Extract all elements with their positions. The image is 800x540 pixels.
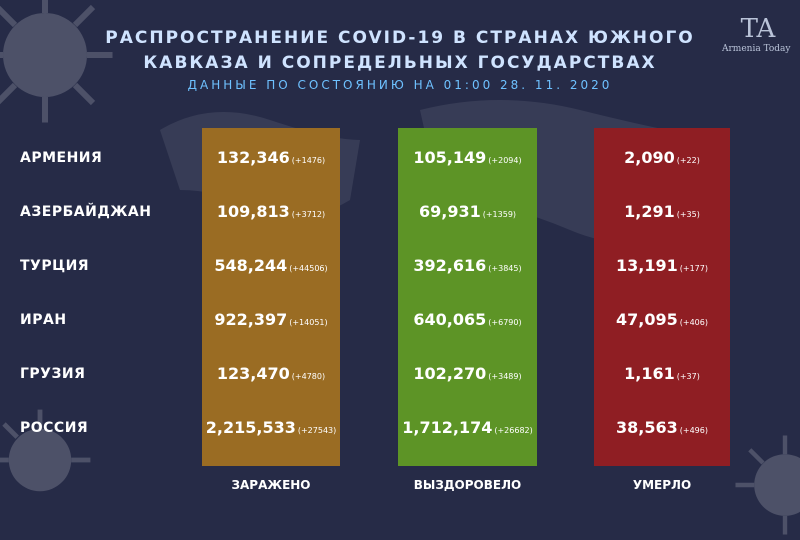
armenia-today-logo: TA Armenia Today: [722, 14, 791, 64]
recovered-cell: 69,931 (+1359): [418, 202, 517, 221]
country-label: ИРАН: [20, 312, 67, 328]
recovered-column-label: ВЫЗДОРОВЕЛО: [413, 478, 522, 492]
logo-text: Armenia Today: [722, 44, 791, 54]
country-label: АРМЕНИЯ: [20, 150, 103, 166]
logo-mark: TA: [740, 14, 776, 44]
recovered-cell: 640,065 (+6790): [413, 310, 522, 329]
recovered-cell: 1,712,174 (+26682): [402, 418, 533, 437]
infected-cell: 922,397 (+14051): [214, 310, 328, 329]
recovered-cell: 105,149 (+2094): [413, 148, 522, 167]
died-column-label: УМЕРЛО: [632, 478, 692, 492]
infected-column-label: ЗАРАЖЕНО: [231, 478, 311, 492]
recovered-cell: 102,270 (+3489): [413, 364, 522, 383]
virus-icon: [0, 409, 91, 492]
died-cell: 2,090 (+22): [624, 148, 700, 167]
recovered-column: [398, 128, 537, 466]
country-label: ГРУЗИЯ: [20, 366, 86, 382]
infected-column: [202, 128, 340, 466]
page-title-line1: РАСПРОСТРАНЕНИЕ COVID-19 В СТРАНАХ ЮЖНОГ…: [105, 28, 695, 48]
country-label: ТУРЦИЯ: [20, 258, 90, 274]
virus-icon: [0, 0, 113, 123]
infected-cell: 109,813 (+3712): [216, 202, 326, 221]
died-column: [594, 128, 730, 466]
died-cell: 13,191 (+177): [616, 256, 708, 275]
virus-icon: [735, 435, 800, 535]
infected-cell: 123,470 (+4780): [216, 364, 326, 383]
died-cell: 1,291 (+35): [624, 202, 700, 221]
page-title-line2: КАВКАЗА И СОПРЕДЕЛЬНЫХ ГОСУДАРСТВАХ: [143, 53, 657, 73]
country-label: АЗЕРБАЙДЖАН: [20, 204, 152, 220]
infected-cell: 2,215,533 (+27543): [205, 418, 337, 437]
died-cell: 38,563 (+496): [616, 418, 708, 437]
infected-cell: 548,244 (+44506): [214, 256, 328, 275]
died-cell: 47,095 (+406): [616, 310, 708, 329]
infected-cell: 132,346 (+1476): [216, 148, 326, 167]
country-label: РОССИЯ: [20, 420, 89, 436]
recovered-cell: 392,616 (+3845): [413, 256, 522, 275]
died-cell: 1,161 (+37): [624, 364, 700, 383]
page-subtitle: ДАННЫЕ ПО СОСТОЯНИЮ НА 01:00 28. 11. 202…: [187, 78, 613, 92]
